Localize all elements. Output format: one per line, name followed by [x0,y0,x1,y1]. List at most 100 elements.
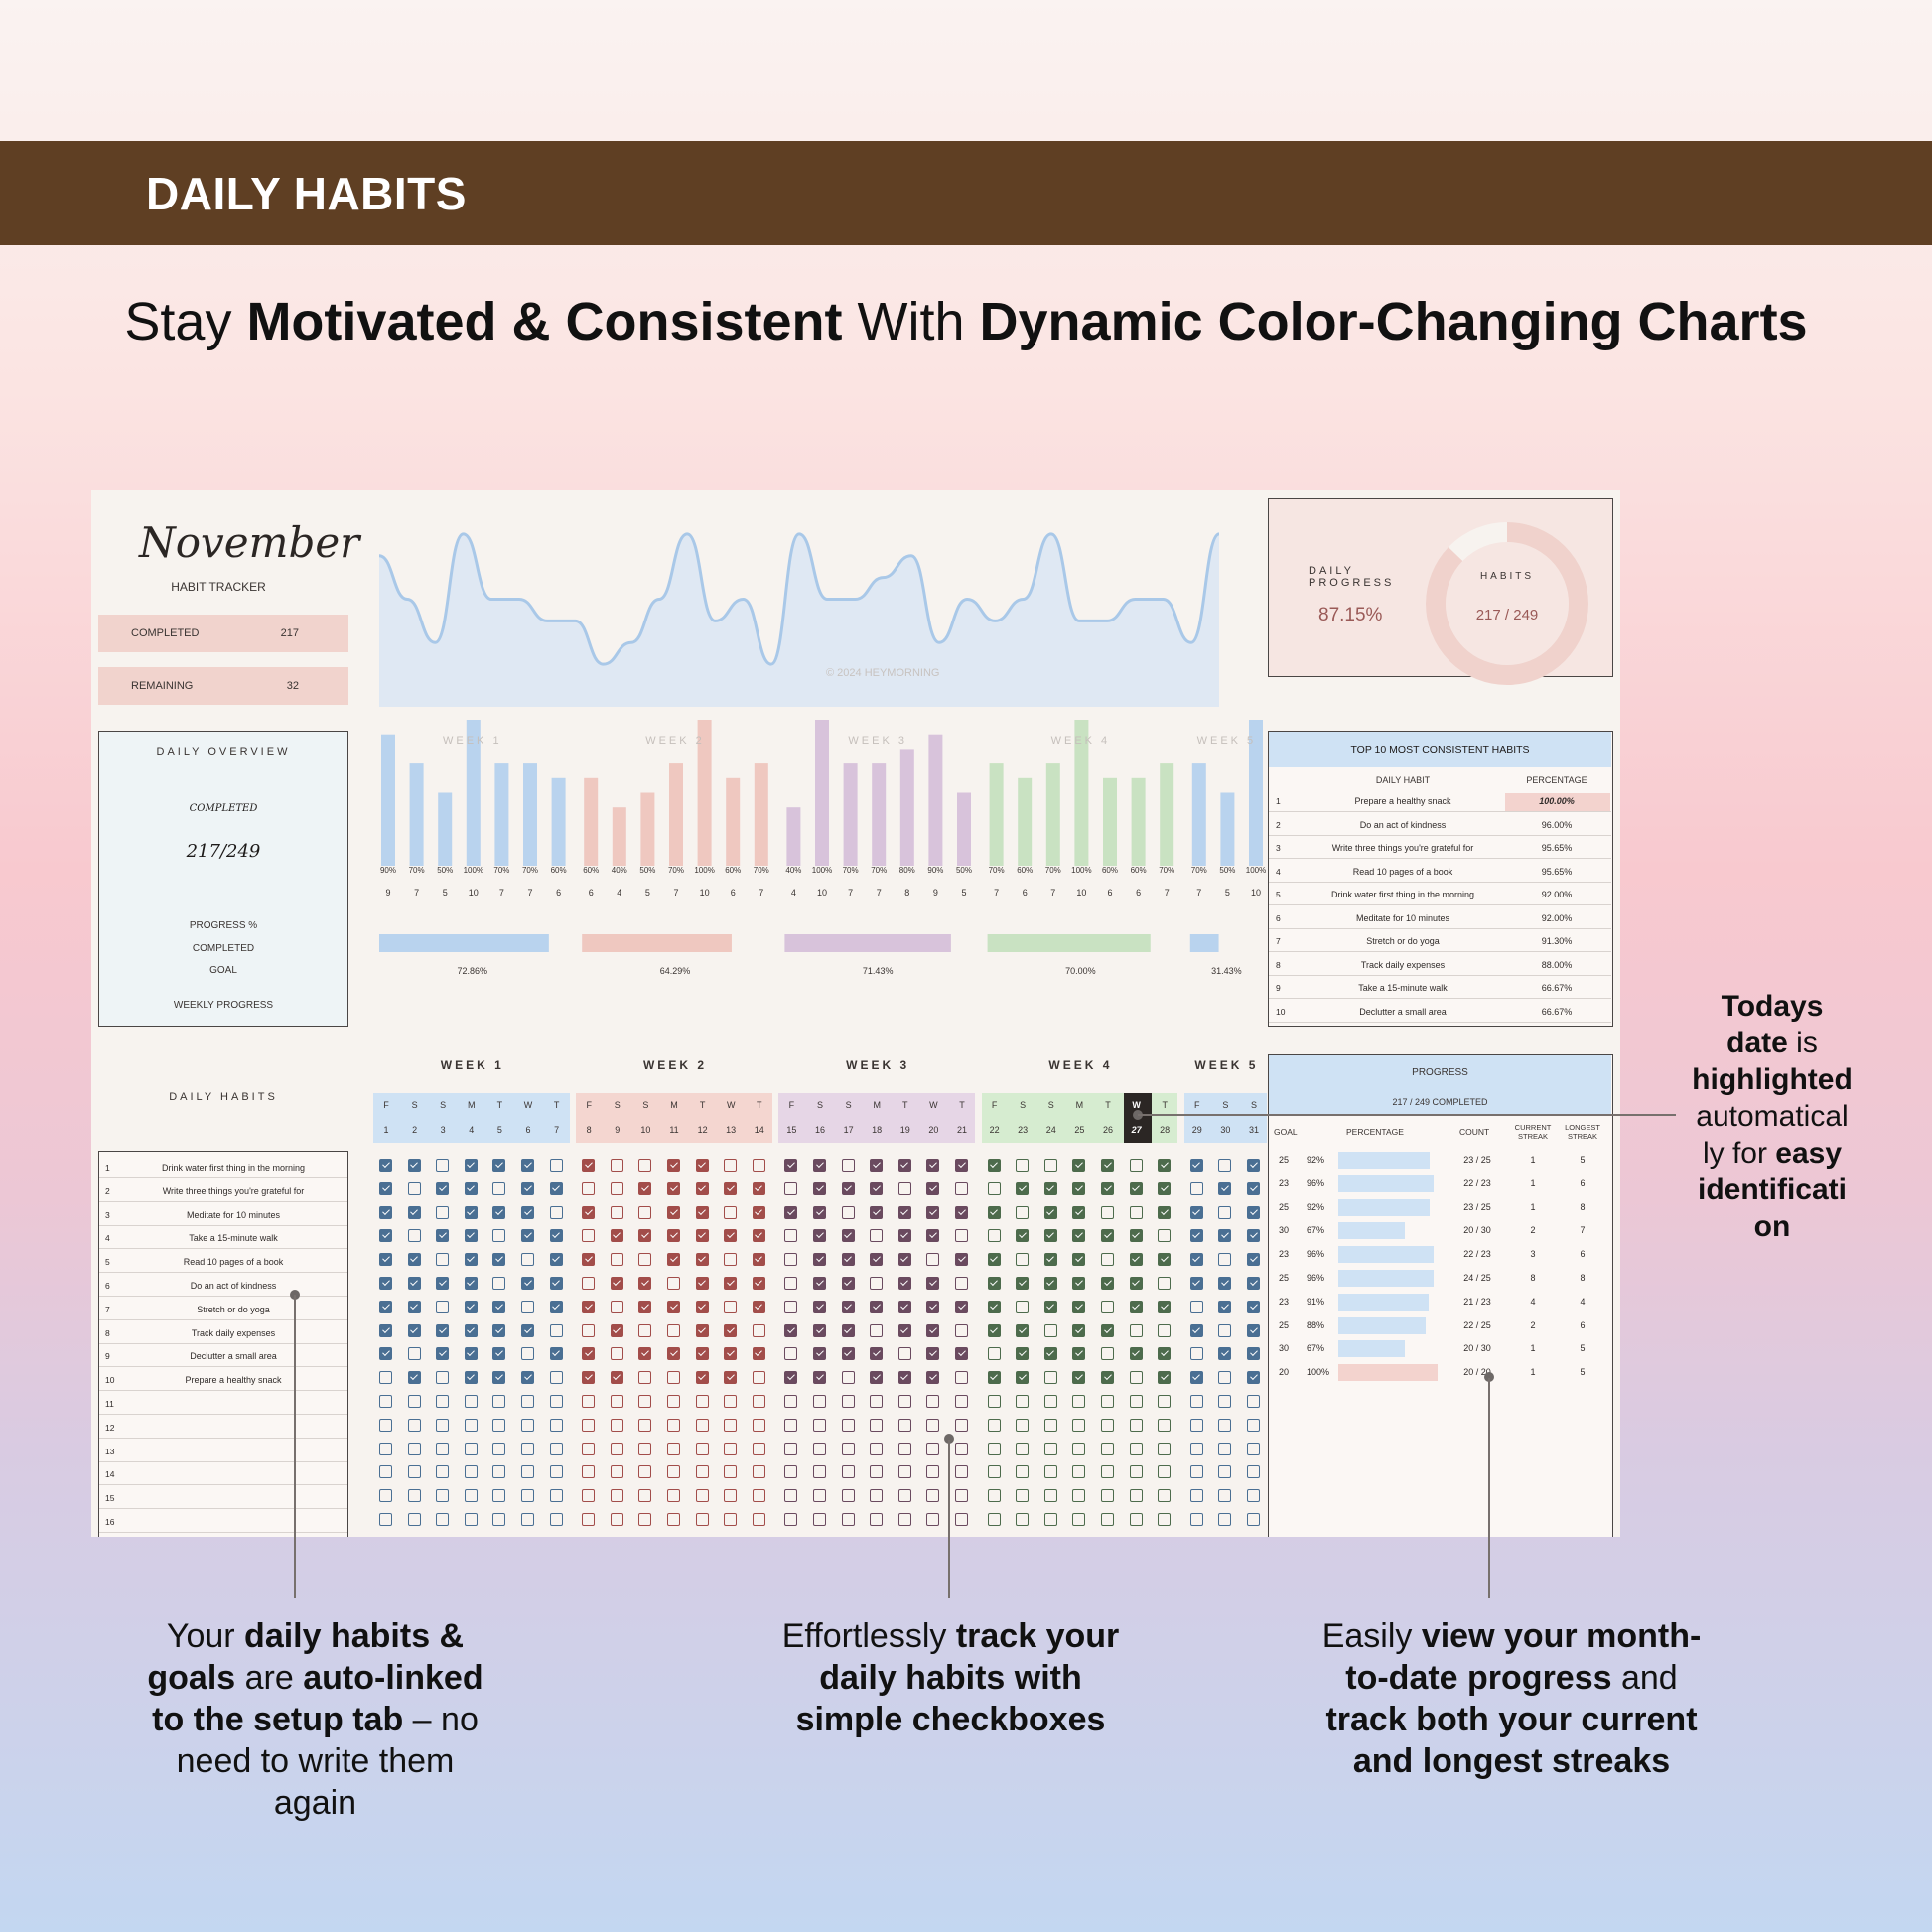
checkbox-empty[interactable] [752,1465,765,1479]
checkbox-empty[interactable] [897,1418,911,1432]
checkbox-empty[interactable] [521,1489,534,1503]
checkbox-empty[interactable] [1218,1371,1232,1385]
checkbox-empty[interactable] [407,1418,421,1432]
checkbox-empty[interactable] [610,1159,623,1172]
checkbox-checked[interactable] [752,1277,765,1290]
checkbox-empty[interactable] [492,1277,506,1290]
checkbox-checked[interactable] [813,1253,826,1267]
checkbox-checked[interactable] [724,1371,738,1385]
checkbox-empty[interactable] [1218,1465,1232,1479]
checkbox-empty[interactable] [1016,1395,1030,1408]
checkbox-empty[interactable] [987,1489,1001,1503]
checkbox-empty[interactable] [955,1465,968,1479]
checkbox-empty[interactable] [813,1442,826,1455]
checkbox-checked[interactable] [813,1371,826,1385]
checkbox-empty[interactable] [1189,1489,1203,1503]
checkbox-empty[interactable] [521,1418,534,1432]
checkbox-empty[interactable] [897,1489,911,1503]
checkbox-checked[interactable] [926,1277,940,1290]
checkbox-empty[interactable] [724,1159,738,1172]
checkbox-empty[interactable] [784,1442,798,1455]
checkbox-empty[interactable] [784,1300,798,1313]
checkbox-checked[interactable] [784,1205,798,1219]
checkbox-empty[interactable] [1016,1465,1030,1479]
checkbox-empty[interactable] [492,1395,506,1408]
checkbox-checked[interactable] [1189,1229,1203,1243]
checkbox-empty[interactable] [752,1395,765,1408]
checkbox-checked[interactable] [1129,1181,1143,1195]
checkbox-checked[interactable] [667,1347,680,1361]
checkbox-empty[interactable] [955,1181,968,1195]
checkbox-checked[interactable] [582,1159,596,1172]
checkbox-empty[interactable] [407,1347,421,1361]
checkbox-empty[interactable] [1189,1347,1203,1361]
checkbox-empty[interactable] [379,1442,392,1455]
checkbox-empty[interactable] [841,1513,855,1526]
checkbox-checked[interactable] [1101,1277,1114,1290]
checkbox-empty[interactable] [752,1323,765,1337]
checkbox-empty[interactable] [667,1395,680,1408]
checkbox-checked[interactable] [549,1347,563,1361]
checkbox-empty[interactable] [582,1489,596,1503]
checkbox-checked[interactable] [926,1229,940,1243]
checkbox-empty[interactable] [379,1418,392,1432]
checkbox-checked[interactable] [379,1229,392,1243]
checkbox-checked[interactable] [752,1181,765,1195]
checkbox-empty[interactable] [1158,1277,1172,1290]
checkbox-checked[interactable] [1016,1347,1030,1361]
checkbox-empty[interactable] [1129,1205,1143,1219]
checkbox-checked[interactable] [407,1159,421,1172]
checkbox-checked[interactable] [1129,1229,1143,1243]
checkbox-empty[interactable] [841,1395,855,1408]
checkbox-empty[interactable] [1218,1513,1232,1526]
checkbox-empty[interactable] [464,1465,478,1479]
checkbox-checked[interactable] [841,1323,855,1337]
checkbox-empty[interactable] [987,1347,1001,1361]
checkbox-checked[interactable] [987,1371,1001,1385]
checkbox-empty[interactable] [610,1489,623,1503]
checkbox-empty[interactable] [1189,1300,1203,1313]
checkbox-checked[interactable] [813,1347,826,1361]
checkbox-empty[interactable] [870,1513,884,1526]
checkbox-empty[interactable] [521,1300,534,1313]
checkbox-checked[interactable] [841,1181,855,1195]
checkbox-empty[interactable] [436,1513,450,1526]
checkbox-empty[interactable] [582,1323,596,1337]
checkbox-empty[interactable] [1101,1253,1114,1267]
checkbox-checked[interactable] [436,1181,450,1195]
checkbox-empty[interactable] [1189,1442,1203,1455]
checkbox-checked[interactable] [521,1159,534,1172]
checkbox-empty[interactable] [1072,1465,1086,1479]
checkbox-empty[interactable] [752,1159,765,1172]
checkbox-empty[interactable] [752,1442,765,1455]
checkbox-empty[interactable] [521,1347,534,1361]
checkbox-empty[interactable] [1043,1395,1057,1408]
checkbox-empty[interactable] [610,1418,623,1432]
checkbox-checked[interactable] [638,1181,652,1195]
checkbox-checked[interactable] [724,1181,738,1195]
checkbox-empty[interactable] [784,1489,798,1503]
checkbox-checked[interactable] [987,1253,1001,1267]
checkbox-empty[interactable] [1101,1465,1114,1479]
checkbox-checked[interactable] [813,1323,826,1337]
checkbox-empty[interactable] [813,1465,826,1479]
checkbox-checked[interactable] [1218,1300,1232,1313]
checkbox-empty[interactable] [667,1489,680,1503]
checkbox-empty[interactable] [407,1395,421,1408]
checkbox-empty[interactable] [695,1489,709,1503]
checkbox-checked[interactable] [813,1277,826,1290]
checkbox-empty[interactable] [1218,1323,1232,1337]
checkbox-empty[interactable] [1158,1395,1172,1408]
checkbox-empty[interactable] [870,1442,884,1455]
checkbox-empty[interactable] [695,1513,709,1526]
checkbox-empty[interactable] [549,1323,563,1337]
checkbox-checked[interactable] [752,1253,765,1267]
checkbox-checked[interactable] [492,1323,506,1337]
checkbox-checked[interactable] [841,1229,855,1243]
checkbox-checked[interactable] [784,1371,798,1385]
checkbox-checked[interactable] [1101,1323,1114,1337]
checkbox-empty[interactable] [549,1513,563,1526]
checkbox-checked[interactable] [1218,1229,1232,1243]
checkbox-checked[interactable] [1158,1371,1172,1385]
checkbox-empty[interactable] [1072,1489,1086,1503]
